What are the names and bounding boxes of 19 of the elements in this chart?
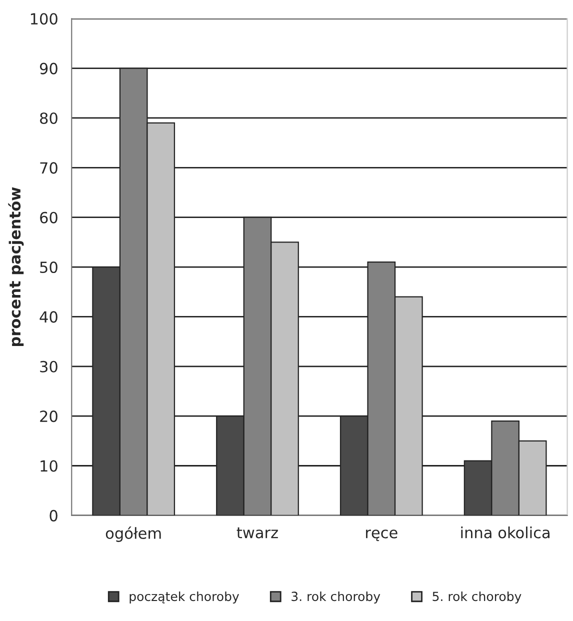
y-tick-label: 20 — [40, 410, 58, 422]
y-tick-label: 0 — [50, 510, 58, 522]
y-tick-label: 10 — [40, 460, 58, 472]
y-tick-label: 70 — [40, 162, 58, 174]
legend-label: początek choroby — [130, 591, 240, 604]
y-tick-label: 80 — [40, 112, 58, 124]
y-tick-label: 40 — [40, 311, 58, 323]
y-tick-label: 60 — [40, 212, 58, 224]
y-tick-label: 30 — [40, 360, 58, 372]
legend-label: 5. rok choroby — [432, 591, 522, 604]
y-tick-label: 50 — [40, 261, 58, 274]
x-tick-label: inna okolica — [461, 526, 550, 538]
legend-label: 3. rok choroby — [292, 591, 380, 604]
x-tick-label: ręce — [366, 530, 398, 542]
x-tick-label: ogółem — [106, 526, 161, 542]
y-axis-title: procent pacjentów — [8, 187, 24, 346]
x-tick-label: twarz — [236, 527, 278, 538]
y-tick-label: 100 — [30, 13, 58, 25]
y-tick-label: 90 — [40, 62, 58, 74]
